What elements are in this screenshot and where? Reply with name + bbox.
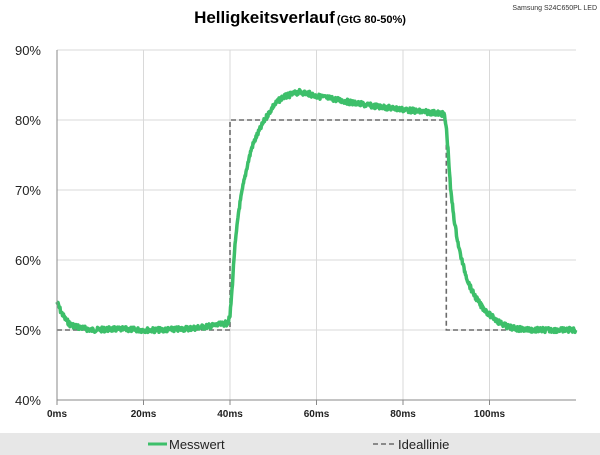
y-tick-label: 80% xyxy=(15,113,41,128)
ideal-line xyxy=(57,119,576,331)
y-tick-label: 40% xyxy=(15,393,41,408)
ideal-line-series xyxy=(57,119,576,331)
legend-label-messwert: Messwert xyxy=(169,437,225,452)
y-tick-label: 90% xyxy=(15,43,41,58)
x-tick-label: 20ms xyxy=(131,409,157,420)
x-axis-tick-labels: 0ms 20ms 40ms 60ms 80ms 100ms xyxy=(47,409,506,420)
measured-line xyxy=(55,87,578,335)
y-axis-tick-labels: 40% 50% 60% 70% 80% 90% xyxy=(15,43,41,408)
legend-label-ideallinie: Ideallinie xyxy=(398,437,449,452)
x-tick-label: 0ms xyxy=(47,409,67,420)
chart-title: Helligkeitsverlauf (GtG 80-50%) xyxy=(194,8,406,27)
chart-device-label: Samsung S24C650PL LED xyxy=(512,5,597,12)
y-tick-label: 60% xyxy=(15,253,41,268)
x-tick-label: 100ms xyxy=(474,409,506,420)
measured-series xyxy=(55,87,578,335)
legend: Messwert Ideallinie xyxy=(0,433,600,455)
legend-background xyxy=(0,433,600,455)
x-tick-label: 80ms xyxy=(390,409,416,420)
y-tick-label: 70% xyxy=(15,183,41,198)
y-tick-label: 50% xyxy=(15,323,41,338)
x-tick-label: 60ms xyxy=(304,409,330,420)
grid-lines xyxy=(57,49,576,400)
x-tick-label: 40ms xyxy=(217,409,243,420)
chart-title-main: Helligkeitsverlauf xyxy=(194,8,335,27)
chart-title-subtitle: (GtG 80-50%) xyxy=(337,14,406,26)
axes xyxy=(56,50,576,405)
